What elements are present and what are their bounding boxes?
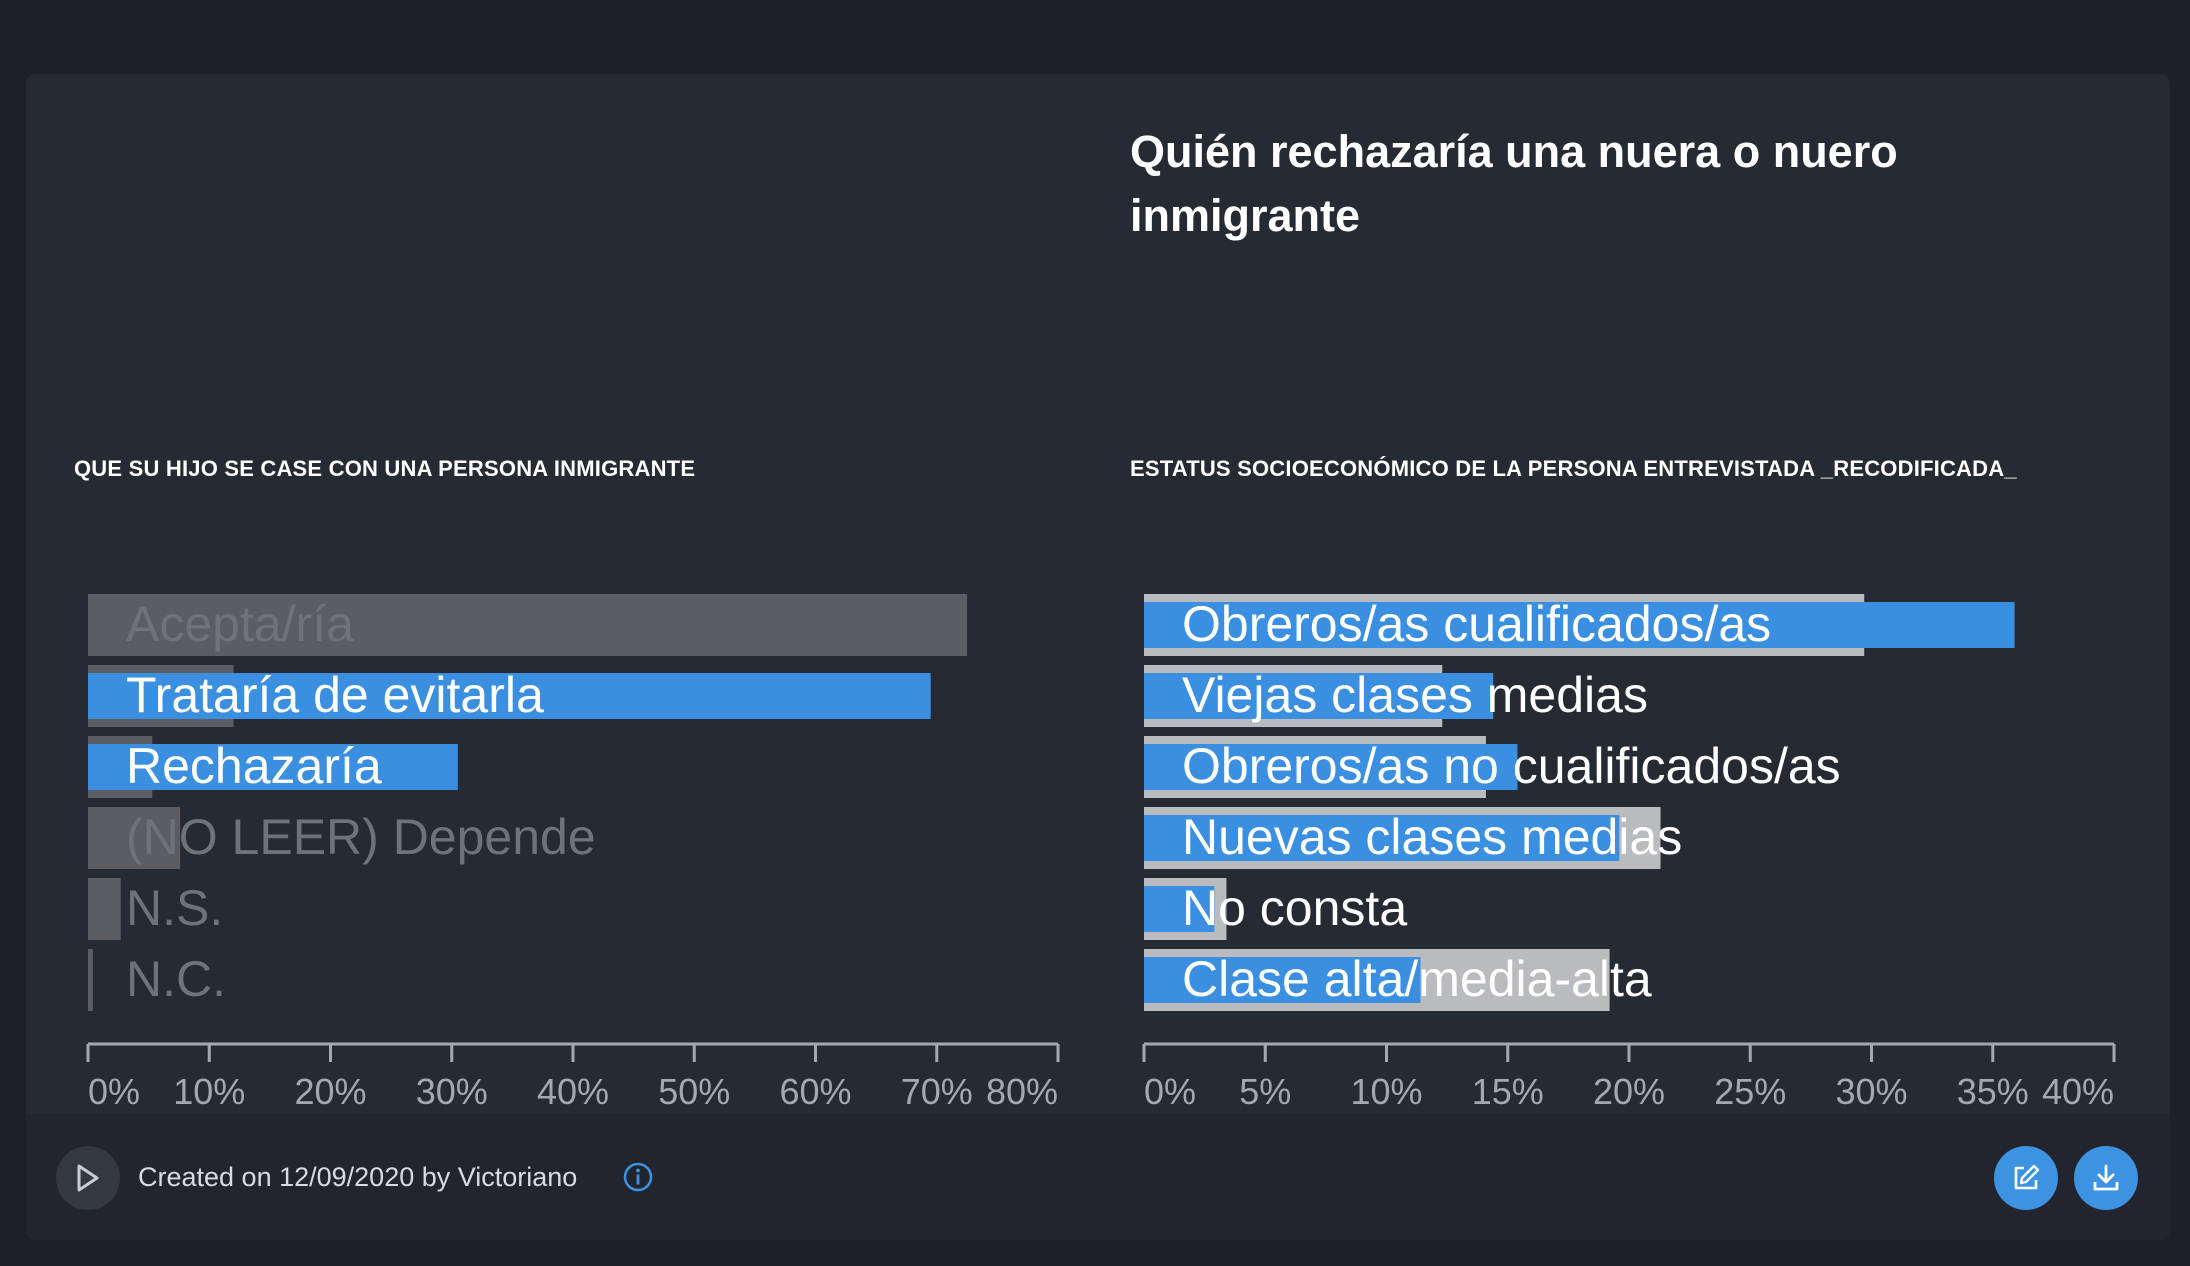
tick-label: 15% — [1472, 1071, 1544, 1112]
bar-label: N.C. — [126, 951, 226, 1007]
bar-label: Obreros/as cualificados/as — [1182, 596, 1771, 652]
bar-highlight — [88, 744, 458, 790]
tick-label: 50% — [658, 1071, 730, 1112]
tick-label: 0% — [1144, 1071, 1196, 1112]
edit-icon — [2014, 1164, 2040, 1190]
bar-highlight — [1144, 602, 2015, 648]
bar-label: Clase alta/media-alta — [1182, 951, 1652, 1007]
bar-reference — [88, 878, 121, 940]
bar-highlight — [1144, 815, 1620, 861]
tick-label: 25% — [1714, 1071, 1786, 1112]
play-icon — [77, 1164, 99, 1192]
right-chart-title: ESTATUS SOCIOECONÓMICO DE LA PERSONA ENT… — [1130, 456, 2017, 481]
bar-highlight — [88, 673, 931, 719]
bar-highlight — [1144, 744, 1518, 790]
info-icon[interactable] — [622, 1161, 654, 1193]
bar-reference — [88, 594, 968, 656]
chart-card: Quién rechazaría una nuera o nuero inmig… — [26, 74, 2170, 1240]
bar-label: Trataría de evitarla — [126, 667, 544, 723]
tick-label: 40% — [2042, 1071, 2114, 1112]
tick-label: 80% — [986, 1071, 1058, 1112]
bar-reference — [88, 949, 93, 1011]
page-title: Quién rechazaría una nuera o nuero inmig… — [1130, 126, 1898, 241]
bar-highlight — [1144, 673, 1494, 719]
download-button[interactable] — [2074, 1146, 2138, 1210]
tick-label: 5% — [1239, 1071, 1291, 1112]
tick-label: 70% — [901, 1071, 973, 1112]
tick-label: 40% — [537, 1071, 609, 1112]
bar-label: No consta — [1182, 880, 1407, 936]
bar-label: (NO LEER) Depende — [126, 809, 596, 865]
tick-label: 0% — [88, 1071, 140, 1112]
tick-label: 30% — [416, 1071, 488, 1112]
bar-label: N.S. — [126, 880, 223, 936]
bar-highlight — [1144, 957, 1421, 1003]
tick-label: 60% — [779, 1071, 851, 1112]
bar-label: Viejas clases medias — [1182, 667, 1648, 723]
edit-button[interactable] — [1994, 1146, 2058, 1210]
left-bar-chart: Acepta/ría Trataría de evitarla Rechazaría… — [86, 594, 1060, 1112]
left-chart-title: QUE SU HIJO SE CASE CON UNA PERSONA INMI… — [74, 456, 696, 481]
bar-label: Nuevas clases medias — [1182, 809, 1682, 865]
tick-label: 30% — [1835, 1071, 1907, 1112]
bar-label: Acepta/ría — [126, 596, 354, 652]
right-bar-chart: Obreros/as cualificados/as Viejas clases … — [1142, 594, 2116, 1112]
tick-label: 10% — [173, 1071, 245, 1112]
bar-highlight — [1144, 886, 1215, 932]
bar-label: Rechazaría — [126, 738, 382, 794]
created-info: Created on 12/09/2020 by Victoriano — [138, 1162, 578, 1192]
tick-label: 10% — [1350, 1071, 1422, 1112]
play-button[interactable] — [56, 1146, 120, 1210]
tick-label: 20% — [294, 1071, 366, 1112]
bar-reference — [88, 807, 181, 869]
tick-label: 20% — [1593, 1071, 1665, 1112]
footer-bar: Created on 12/09/2020 by Victoriano — [26, 1114, 2170, 1240]
bar-label: Obreros/as no cualificados/as — [1182, 738, 1841, 794]
tick-label: 35% — [1957, 1071, 2029, 1112]
download-icon — [2093, 1164, 2119, 1191]
